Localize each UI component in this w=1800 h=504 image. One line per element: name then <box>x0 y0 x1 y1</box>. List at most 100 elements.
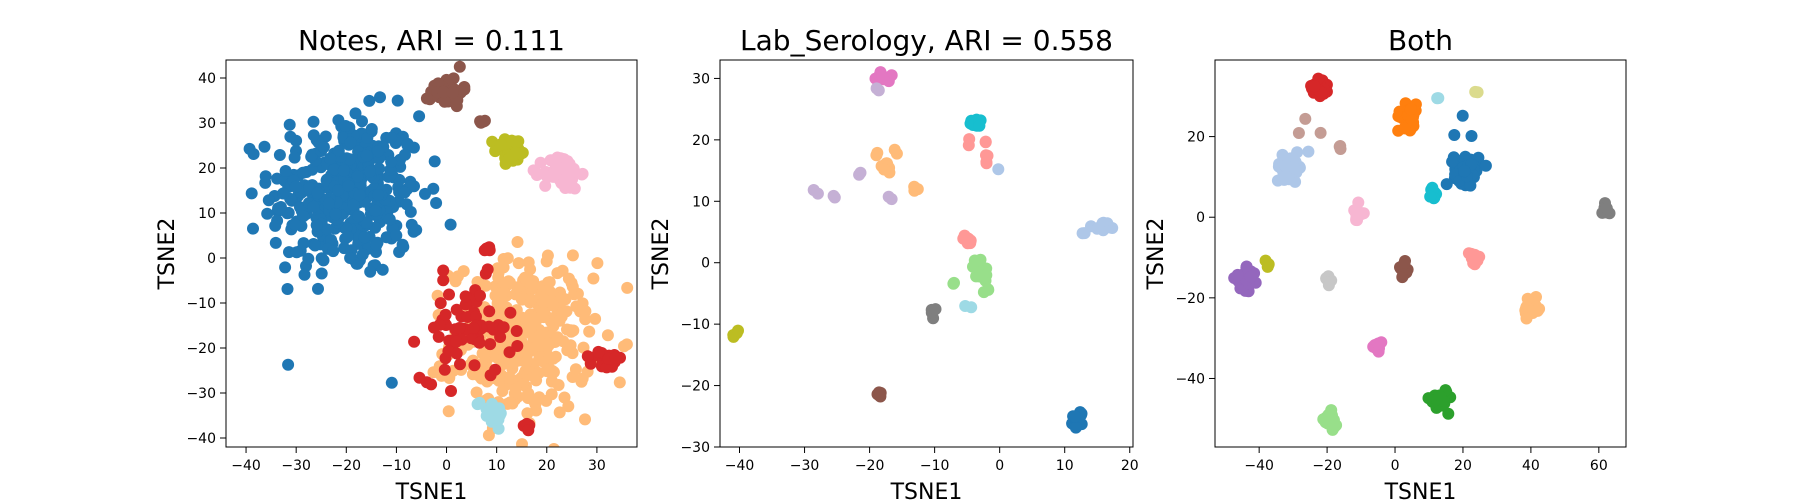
data-point <box>559 182 572 194</box>
scatter-points <box>1228 72 1616 436</box>
data-point <box>329 208 342 221</box>
x-tick-label: −40 <box>725 458 755 474</box>
data-point <box>438 95 451 108</box>
data-point <box>504 396 517 409</box>
y-tick-label: 0 <box>701 256 710 272</box>
data-point <box>428 155 441 168</box>
data-point <box>297 210 310 223</box>
data-point <box>261 207 274 220</box>
data-point <box>443 288 455 301</box>
data-point <box>491 297 504 310</box>
data-point <box>516 438 528 447</box>
x-axis-label: TSNE1 <box>890 480 963 500</box>
data-point <box>509 146 522 159</box>
data-point <box>1279 159 1291 172</box>
x-tick-label: 20 <box>538 458 556 474</box>
data-point <box>566 371 579 383</box>
cluster-lightred <box>980 155 993 170</box>
data-point <box>977 286 990 299</box>
cluster-orange <box>1392 97 1422 137</box>
data-point <box>445 385 457 397</box>
data-point <box>527 370 540 382</box>
data-point <box>613 376 626 389</box>
data-point <box>324 152 337 165</box>
data-point <box>530 169 543 181</box>
data-point <box>374 91 386 104</box>
x-axis-label: TSNE1 <box>395 480 468 500</box>
data-point <box>510 325 523 337</box>
x-tick-label: −20 <box>855 458 885 474</box>
x-tick-label: 0 <box>442 458 451 474</box>
data-point <box>908 180 921 193</box>
cluster-lightbrown <box>1299 112 1312 125</box>
data-point <box>498 277 511 290</box>
cluster-lightbrown <box>1314 126 1327 139</box>
y-tick-label: −20 <box>1175 291 1205 307</box>
data-point <box>601 329 614 342</box>
data-point <box>874 386 887 399</box>
y-tick-label: 0 <box>1196 210 1205 226</box>
data-point <box>518 271 531 284</box>
x-tick-label: −40 <box>231 458 261 474</box>
data-point <box>332 144 345 157</box>
x-tick-label: −20 <box>332 458 362 474</box>
data-point <box>1244 270 1257 283</box>
cluster-brown <box>474 114 491 129</box>
data-point <box>1322 279 1335 292</box>
cluster-red <box>581 345 626 374</box>
data-point <box>504 306 517 319</box>
data-point <box>437 274 450 287</box>
data-point <box>279 261 292 274</box>
data-point <box>811 187 824 200</box>
data-point <box>992 163 1005 176</box>
data-point <box>297 237 310 250</box>
cluster-red <box>478 241 496 257</box>
x-tick-label: −30 <box>281 458 311 474</box>
y-tick-label: −20 <box>680 379 710 395</box>
data-point <box>449 275 462 288</box>
data-point <box>420 92 433 105</box>
cluster-lightbrown <box>1292 127 1305 139</box>
data-point <box>337 164 350 177</box>
x-tick-label: −30 <box>790 458 820 474</box>
data-point <box>307 115 320 128</box>
data-point <box>315 252 328 265</box>
cluster-blue <box>1448 129 1461 141</box>
data-point <box>1448 129 1461 141</box>
data-point <box>522 256 535 269</box>
y-tick-label: 40 <box>198 71 216 87</box>
x-tick-label: −40 <box>1244 458 1274 474</box>
data-point <box>360 217 373 229</box>
data-point <box>450 335 463 348</box>
data-point <box>459 290 472 303</box>
data-point <box>1330 419 1343 432</box>
data-point <box>283 118 296 131</box>
data-point <box>1467 255 1480 268</box>
data-point <box>344 252 357 264</box>
cluster-lightpurple <box>853 166 867 181</box>
data-point <box>1231 268 1244 281</box>
data-point <box>1398 122 1411 135</box>
data-point <box>262 194 275 207</box>
cluster-lightolive <box>1469 85 1484 99</box>
cluster-lightpurple <box>827 189 841 204</box>
data-point <box>548 154 561 167</box>
cluster-lightpink <box>1348 196 1370 227</box>
cluster-pink <box>869 66 898 88</box>
data-point <box>973 119 986 132</box>
y-axis-label: TSNE2 <box>649 218 674 291</box>
data-point <box>1521 292 1534 305</box>
data-point <box>1240 260 1253 273</box>
data-point <box>396 238 409 251</box>
data-point <box>332 184 345 197</box>
data-point <box>343 153 356 166</box>
data-point <box>974 253 987 266</box>
data-point <box>247 148 260 160</box>
data-point <box>372 189 385 201</box>
data-point <box>548 443 560 447</box>
data-point <box>1278 171 1291 184</box>
data-point <box>1092 221 1105 234</box>
data-point <box>307 200 320 213</box>
